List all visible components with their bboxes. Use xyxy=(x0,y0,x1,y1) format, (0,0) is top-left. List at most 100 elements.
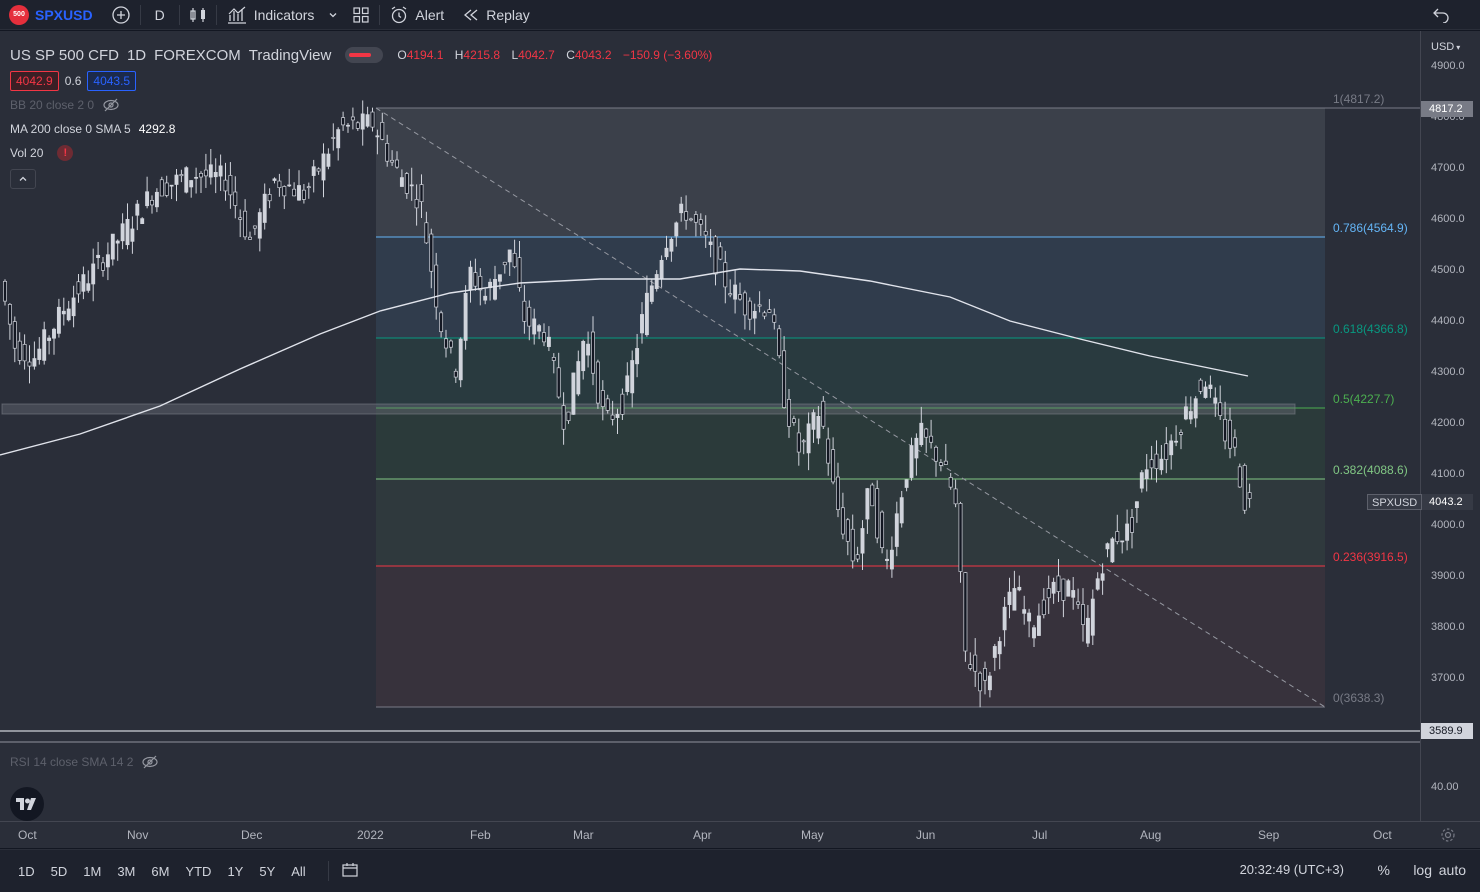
eye-off-icon[interactable] xyxy=(102,98,120,112)
ask-price[interactable]: 4043.5 xyxy=(87,71,137,91)
candle-body xyxy=(738,294,742,300)
candle-body xyxy=(37,348,42,360)
alert-button[interactable]: Alert xyxy=(380,0,453,30)
auto-scale-toggle[interactable]: auto xyxy=(1438,862,1466,878)
percent-scale-toggle[interactable]: % xyxy=(1377,862,1390,878)
candle-body xyxy=(875,488,880,539)
candle-body xyxy=(522,300,527,322)
candle-body xyxy=(1105,543,1110,550)
candle-body xyxy=(429,233,434,272)
candle-body xyxy=(772,314,777,323)
visibility-toggle[interactable] xyxy=(345,47,384,63)
ma-indicator-row[interactable]: MA 200 close 0 SMA 5 4292.8 xyxy=(10,117,728,141)
bid-price[interactable]: 4042.9 xyxy=(10,71,59,91)
compare-button[interactable] xyxy=(102,0,140,30)
candle-body xyxy=(742,292,747,316)
candle-body xyxy=(512,253,517,268)
range-button-1d[interactable]: 1D xyxy=(18,863,35,879)
candle-body xyxy=(698,219,703,225)
candle-body xyxy=(390,159,395,163)
price-tick: 3900.0 xyxy=(1431,569,1465,582)
candle-body xyxy=(1125,523,1130,541)
time-tick: Jul xyxy=(1032,828,1048,842)
main-chart-pane[interactable]: 1(4817.2) 0.786(4564.9) 0.618(4366.8) 0.5(4… xyxy=(0,31,1480,821)
interval-button[interactable]: D xyxy=(154,6,165,23)
fib-zone xyxy=(376,479,1325,566)
time-axis[interactable]: Oct Nov Dec 2022 Feb Mar Apr May Jun Jul Aug Sep Oct xyxy=(0,821,1480,848)
candle-body xyxy=(850,528,855,562)
range-button-5d[interactable]: 5D xyxy=(50,863,68,879)
candle-body xyxy=(635,348,640,365)
candle-body xyxy=(1130,517,1134,533)
candle-body xyxy=(306,186,311,189)
candle-body xyxy=(806,423,811,454)
candle-body xyxy=(1115,531,1120,542)
time-tick: Apr xyxy=(693,828,712,842)
indicator-templates-button[interactable] xyxy=(323,0,343,30)
candle-body xyxy=(468,266,473,290)
candle-body xyxy=(728,293,733,296)
price-axis[interactable]: USD▾ 4900.04800.04700.04600.04500.04400.… xyxy=(1420,31,1480,821)
range-button-1m[interactable]: 1M xyxy=(83,863,102,879)
eye-off-icon[interactable] xyxy=(141,755,159,769)
bottom-toolbar: 1D 5D 1M 3M 6M YTD 1Y 5Y All 20:32:49 (UTC+3) % … xyxy=(0,849,1480,892)
alarm-clock-icon xyxy=(392,5,407,23)
replay-button[interactable]: Replay xyxy=(453,0,539,30)
range-button-1y[interactable]: 1Y xyxy=(227,863,244,879)
candle-body xyxy=(179,174,184,177)
error-icon[interactable]: ! xyxy=(57,145,74,161)
candlestick-series xyxy=(3,100,1252,708)
layout-button[interactable] xyxy=(343,0,379,30)
indicators-button[interactable]: Indicators xyxy=(217,0,324,30)
candle-body xyxy=(620,393,625,415)
range-button-6m[interactable]: 6M xyxy=(151,863,170,879)
candle-body xyxy=(248,236,252,240)
candle-body xyxy=(566,411,571,422)
candle-body xyxy=(414,199,419,209)
candle-body xyxy=(355,122,360,129)
range-button-ytd[interactable]: YTD xyxy=(185,863,212,879)
range-button-all[interactable]: All xyxy=(291,863,306,879)
candle-body xyxy=(1159,458,1164,471)
price-chart-canvas[interactable] xyxy=(0,31,1420,741)
candle-body xyxy=(811,412,816,430)
candle-body xyxy=(517,257,522,288)
symbol-search[interactable]: 500 SPXUSD xyxy=(0,0,102,30)
candle-body xyxy=(1085,617,1090,644)
fib-trend-line[interactable] xyxy=(375,107,1326,708)
chart-settings-button[interactable] xyxy=(1440,827,1456,846)
candle-body xyxy=(1223,418,1228,442)
candle-body xyxy=(1066,580,1071,597)
candle-body xyxy=(909,445,914,478)
collapse-legend-button[interactable] xyxy=(10,169,36,189)
candle-body xyxy=(1198,379,1203,392)
tradingview-logo-icon[interactable] xyxy=(10,787,44,821)
clock-timezone[interactable]: 20:32:49 (UTC+3) xyxy=(1239,862,1344,877)
candle-body xyxy=(885,558,889,561)
price-tick: 3700.0 xyxy=(1431,671,1465,684)
series-title[interactable]: US SP 500 CFD 1D FOREXCOM TradingView O4… xyxy=(10,43,728,67)
fib-retracement[interactable] xyxy=(376,107,1420,708)
undo-button[interactable] xyxy=(1432,5,1450,26)
vol-indicator-row[interactable]: Vol 20 ! xyxy=(10,141,728,165)
rsi-legend[interactable]: RSI 14 close SMA 14 2 xyxy=(10,755,159,769)
rsi-pane[interactable]: RSI 14 close SMA 14 2 xyxy=(0,741,1420,821)
candle-body xyxy=(350,116,355,121)
candle-body xyxy=(948,477,953,488)
go-to-date-button[interactable] xyxy=(341,862,359,881)
candle-body xyxy=(1002,606,1007,631)
candle-body xyxy=(76,281,81,295)
gear-icon xyxy=(1441,828,1455,842)
chevron-up-icon xyxy=(19,176,27,181)
chart-type-button[interactable] xyxy=(180,0,216,30)
candle-body xyxy=(145,191,150,207)
fib-level-label: 0.786(4564.9) xyxy=(1333,221,1408,235)
bb-indicator-row[interactable]: BB 20 close 2 0 xyxy=(10,93,728,117)
range-button-3m[interactable]: 3M xyxy=(117,863,136,879)
currency-selector[interactable]: USD ▾ xyxy=(1431,41,1461,53)
log-scale-toggle[interactable]: log xyxy=(1413,862,1432,878)
candle-body xyxy=(684,211,689,221)
range-button-5y[interactable]: 5Y xyxy=(259,863,276,879)
date-range-buttons: 1D 5D 1M 3M 6M YTD 1Y 5Y All xyxy=(0,864,314,879)
resistance-zone[interactable] xyxy=(1,403,1296,415)
